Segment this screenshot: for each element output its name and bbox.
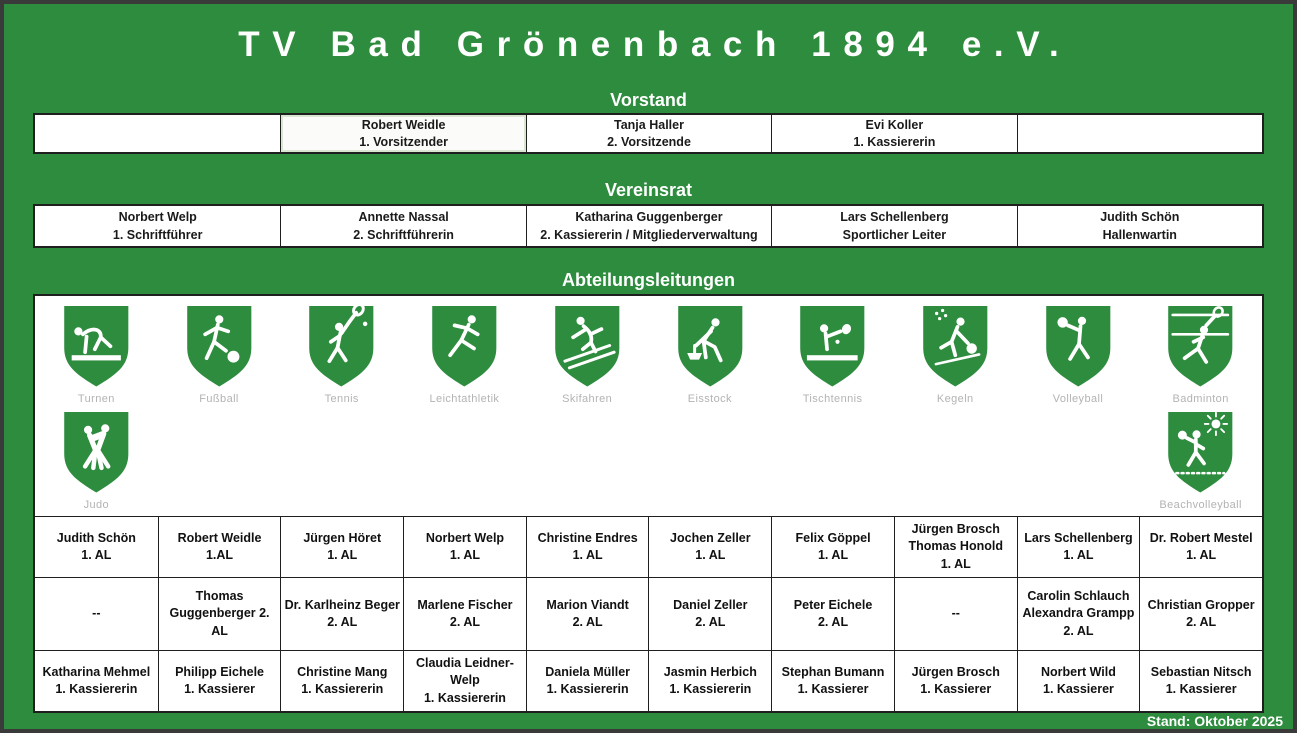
table-cell: Marlene Fischer 2. AL [403, 577, 526, 650]
table-cell: Peter Eichele 2. AL [771, 577, 894, 650]
shield-tennis: Tennis [280, 296, 403, 405]
table-cell: Lars Schellenberg 1. AL [1016, 516, 1140, 577]
skifahren-icon [555, 305, 620, 387]
table-cell: Katharina Mehmel 1. Kassiererin [35, 650, 158, 711]
table-cell: Felix Göppel 1. AL [771, 516, 894, 577]
vereinsrat-cell: Annette Nassal 2. Schriftführerin [280, 205, 525, 247]
volleyball-icon [1045, 305, 1110, 387]
table-cell: Daniela Müller 1. Kassiererin [525, 650, 649, 711]
tennis-icon [309, 303, 374, 387]
leaders-table: Judith Schön 1. AL Robert Weidle 1.AL Jürg… [35, 516, 1262, 711]
vereinsrat-heading: Vereinsrat [604, 179, 693, 200]
table-cell: -- [893, 577, 1017, 650]
shield-label: Skifahren [562, 393, 613, 405]
shield-label: Badminton [1172, 393, 1229, 405]
table-cell: Robert Weidle 1.AL [157, 516, 281, 577]
table-cell: Dr. Karlheinz Beger 2. AL [280, 577, 404, 650]
table-cell: Christian Gropper 2. AL [1139, 577, 1262, 650]
table-cell: Jürgen Brosch 1. Kassierer [893, 650, 1017, 711]
shield-label: Fußball [199, 393, 239, 405]
shields-area: Turnen Fußball Tennis Leichtathletik Ski… [35, 296, 1262, 516]
shield-beachvolleyball: Beachvolleyball [1139, 405, 1262, 511]
shield-label: Turnen [77, 393, 115, 405]
shield-leichtathletik: Leichtathletik [403, 296, 526, 405]
table-cell: Christine Mang 1. Kassiererin [280, 650, 404, 711]
shield-label: Volleyball [1052, 393, 1104, 405]
shield-kegeln: Kegeln [894, 296, 1017, 405]
kegeln-icon [923, 305, 988, 387]
table-cell: Jochen Zeller 1. AL [648, 516, 772, 577]
vorstand-cell: Tanja Haller 2. Vorsitzende [525, 114, 771, 153]
shield-label: Leichtathletik [429, 393, 500, 405]
table-cell: Carolin Schlauch Alexandra Grampp 2. AL [1016, 577, 1140, 650]
table-cell: Dr. Robert Mestel 1. AL [1139, 516, 1262, 577]
table-cell: -- [35, 577, 158, 650]
abteilungen-box: Turnen Fußball Tennis Leichtathletik Ski… [33, 294, 1264, 713]
shield-skifahren: Skifahren [526, 296, 649, 405]
shield-turnen: Turnen [35, 296, 158, 405]
table-cell: Thomas Guggenberger 2. AL [157, 577, 281, 650]
shield-label: Judo [83, 499, 110, 511]
shield-fussball: Fußball [158, 296, 281, 405]
table-cell: Sebastian Nitsch 1. Kassierer [1139, 650, 1262, 711]
vereinsrat-cell: Lars Schellenberg Sportlicher Leiter [771, 205, 1016, 247]
vorstand-cell-empty [1016, 114, 1262, 153]
shield-judo: Judo [35, 405, 158, 511]
table-cell: Norbert Welp 1. AL [403, 516, 526, 577]
shield-label: Beachvolleyball [1159, 499, 1242, 511]
table-cell: Daniel Zeller 2. AL [648, 577, 772, 650]
table-cell: Claudia Leidner-Welp 1. Kassiererin [403, 650, 526, 711]
shield-row-2: Judo Beachvolleyball [35, 405, 1262, 511]
table-cell: Norbert Wild 1. Kassierer [1016, 650, 1140, 711]
beachvolleyball-icon [1168, 409, 1233, 493]
turnen-icon [64, 305, 129, 387]
vereinsrat-cell: Katharina Guggenberger 2. Kassiererin / … [525, 205, 771, 247]
vorstand-heading: Vorstand [610, 89, 687, 110]
footer: Stand: Oktober 2025 [4, 713, 1293, 729]
leichtathletik-icon [432, 305, 497, 387]
page-title: TV Bad Grönenbach 1894 e.V. [238, 24, 1072, 64]
shield-label: Tennis [324, 393, 359, 405]
tischtennis-icon [800, 305, 865, 387]
table-cell: Jürgen Höret 1. AL [280, 516, 404, 577]
shield-label: Eisstock [687, 393, 732, 405]
shield-badminton: Badminton [1139, 296, 1262, 405]
stand-label: Stand: Oktober 2025 [1146, 713, 1283, 729]
shield-volleyball: Volleyball [1017, 296, 1140, 405]
fussball-icon [186, 305, 252, 387]
shield-label: Tischtennis [802, 393, 863, 405]
vorstand-cell-empty [35, 115, 280, 153]
shield-eisstock: Eisstock [648, 296, 771, 405]
table-cell: Marion Viandt 2. AL [525, 577, 649, 650]
shield-label: Kegeln [936, 393, 974, 405]
vereinsrat-row: Norbert Welp 1. Schriftführer Annette Na… [33, 203, 1264, 249]
table-cell: Philipp Eichele 1. Kassierer [157, 650, 281, 711]
table-cell: Jürgen Brosch Thomas Honold 1. AL [893, 516, 1017, 577]
shield-row-1: Turnen Fußball Tennis Leichtathletik Ski… [35, 296, 1262, 405]
table-cell: Jasmin Herbich 1. Kassiererin [648, 650, 772, 711]
vorstand-cell: Evi Koller 1. Kassiererin [771, 114, 1016, 153]
table-cell: Christine Endres 1. AL [525, 516, 649, 577]
table-cell: Stephan Bumann 1. Kassierer [771, 650, 894, 711]
eisstock-icon [677, 305, 742, 387]
vereinsrat-cell: Norbert Welp 1. Schriftführer [112, 210, 203, 242]
vorstand-cell: Robert Weidle 1. Vorsitzender [280, 114, 526, 153]
vorstand-row: Robert Weidle 1. Vorsitzender Tanja Hall… [33, 112, 1264, 155]
vereinsrat-cell: Judith Schön Hallenwartin [1016, 205, 1262, 247]
abteilungen-heading: Abteilungsleitungen [562, 270, 735, 290]
table-cell: Judith Schön 1. AL [35, 516, 158, 577]
judo-icon [64, 411, 129, 493]
badminton-icon [1168, 303, 1233, 387]
shield-tischtennis: Tischtennis [771, 296, 894, 405]
